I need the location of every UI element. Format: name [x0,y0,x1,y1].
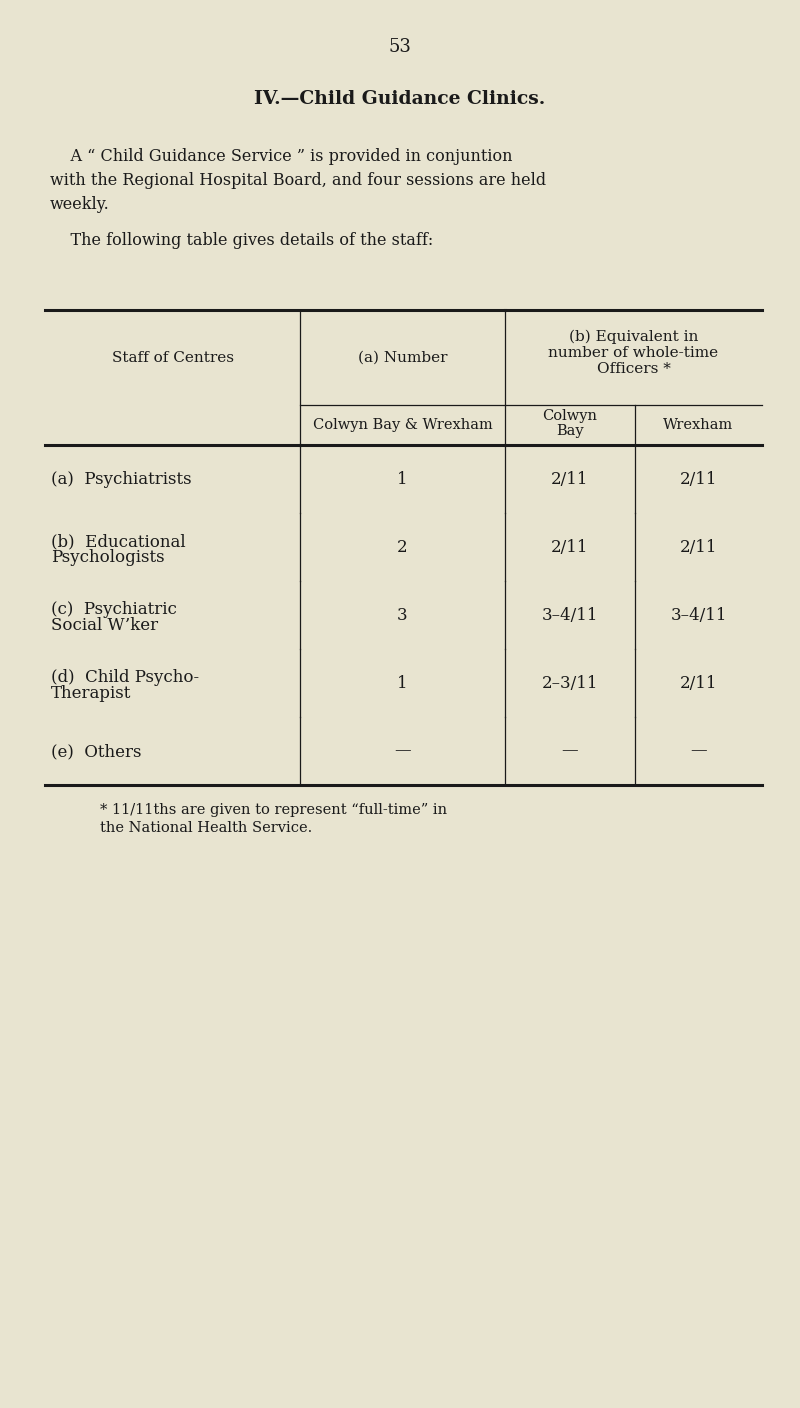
Text: The following table gives details of the staff:: The following table gives details of the… [50,232,434,249]
Text: Psychologists: Psychologists [51,549,165,566]
Text: A “ Child Guidance Service ” is provided in conjuntion: A “ Child Guidance Service ” is provided… [50,148,513,165]
Text: 2: 2 [397,538,408,556]
Text: —: — [394,742,411,759]
Text: weekly.: weekly. [50,196,110,213]
Text: Staff of Centres: Staff of Centres [111,351,234,365]
Text: number of whole-time: number of whole-time [549,346,718,360]
Text: (b)  Educational: (b) Educational [51,534,186,551]
Text: IV.—Child Guidance Clinics.: IV.—Child Guidance Clinics. [254,90,546,108]
Text: 2/11: 2/11 [551,470,589,487]
Text: (b) Equivalent in: (b) Equivalent in [569,329,698,345]
Text: 3: 3 [397,607,408,624]
Text: (a) Number: (a) Number [358,351,447,365]
Text: Social W’ker: Social W’ker [51,617,158,634]
Text: 2/11: 2/11 [680,674,718,691]
Text: Officers *: Officers * [597,362,670,376]
Text: * 11/11ths are given to represent “full-time” in: * 11/11ths are given to represent “full-… [100,803,447,817]
Text: 3–4/11: 3–4/11 [542,607,598,624]
Text: 53: 53 [389,38,411,56]
Text: (a)  Psychiatrists: (a) Psychiatrists [51,472,192,489]
Text: 2/11: 2/11 [680,470,718,487]
Text: 2–3/11: 2–3/11 [542,674,598,691]
Text: Wrexham: Wrexham [663,418,734,432]
Text: 2/11: 2/11 [680,538,718,556]
Text: (c)  Psychiatric: (c) Psychiatric [51,601,177,618]
Text: Colwyn: Colwyn [542,408,598,422]
Text: —: — [690,742,707,759]
Text: Therapist: Therapist [51,686,131,703]
Text: (e)  Others: (e) Others [51,743,142,760]
Text: —: — [562,742,578,759]
Text: 1: 1 [397,674,408,691]
Text: (d)  Child Psycho-: (d) Child Psycho- [51,669,199,686]
Text: Colwyn Bay & Wrexham: Colwyn Bay & Wrexham [313,418,492,432]
Text: the National Health Service.: the National Health Service. [100,821,312,835]
Text: Bay: Bay [556,424,584,438]
Text: 2/11: 2/11 [551,538,589,556]
Text: 1: 1 [397,470,408,487]
Text: 3–4/11: 3–4/11 [670,607,726,624]
Text: with the Regional Hospital Board, and four sessions are held: with the Regional Hospital Board, and fo… [50,172,546,189]
